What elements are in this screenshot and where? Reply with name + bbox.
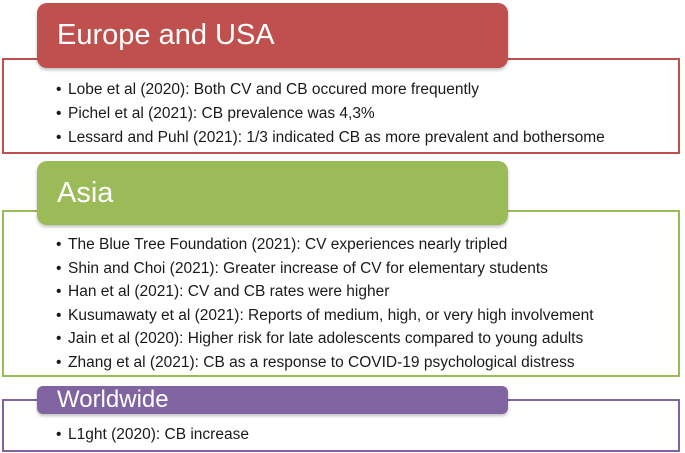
list-item: The Blue Tree Foundation (2021): CV expe…: [56, 233, 594, 257]
list-item: Kusumawaty et al (2021): Reports of medi…: [56, 304, 594, 328]
list-item: Han et al (2021): CV and CB rates were h…: [56, 280, 594, 304]
list-item: Lobe et al (2020): Both CV and CB occure…: [56, 78, 605, 102]
list-item: Shin and Choi (2021): Greater increase o…: [56, 257, 594, 281]
worldwide-title: Worldwide: [57, 386, 169, 413]
worldwide-header: Worldwide: [37, 386, 508, 414]
list-item: L1ght (2020): CB increase: [56, 424, 249, 446]
asia-header: Asia: [37, 161, 508, 225]
asia-list: The Blue Tree Foundation (2021): CV expe…: [56, 233, 594, 374]
europe-usa-title: Europe and USA: [57, 19, 275, 51]
list-item: Pichel et al (2021): CB prevalence was 4…: [56, 102, 605, 126]
list-item: Zhang et al (2021): CB as a response to …: [56, 351, 594, 375]
list-item: Jain et al (2020): Higher risk for late …: [56, 327, 594, 351]
europe-usa-list: Lobe et al (2020): Both CV and CB occure…: [56, 78, 605, 150]
europe-usa-header: Europe and USA: [37, 3, 508, 68]
list-item: Lessard and Puhl (2021): 1/3 indicated C…: [56, 126, 605, 150]
asia-title: Asia: [57, 176, 114, 209]
worldwide-list: L1ght (2020): CB increase: [56, 424, 249, 446]
